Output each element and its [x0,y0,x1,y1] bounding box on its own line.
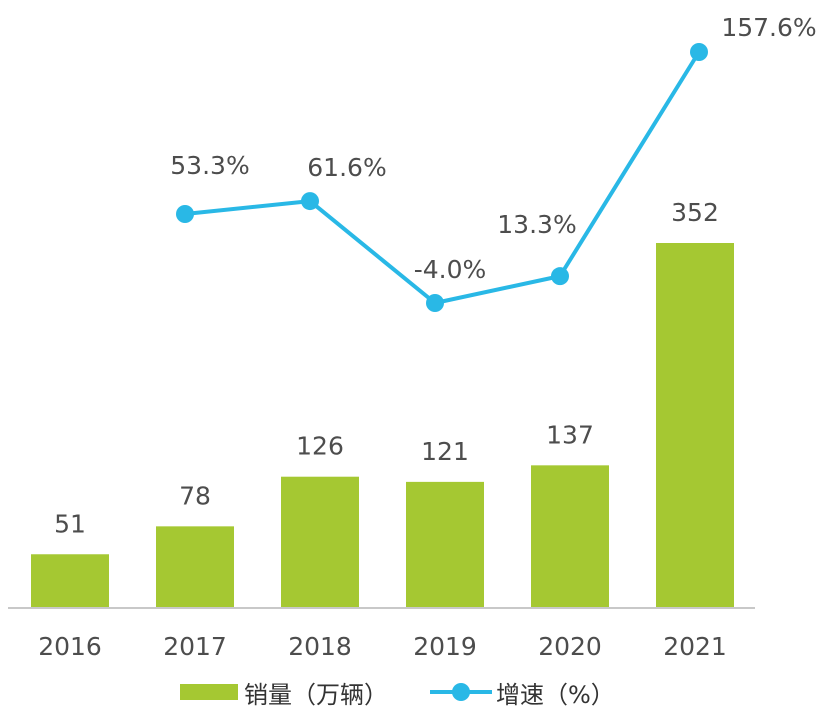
bar-label-2020: 137 [546,420,594,449]
bar-label-2021: 352 [671,198,719,227]
growth-line-layer [176,43,708,312]
growth-point-2019 [426,294,444,312]
legend-item-growth: 增速（%） [430,672,615,712]
x-tick-labels: 2016 2017 2018 2019 2020 2021 [38,632,727,661]
growth-point-2018 [301,192,319,211]
x-tick-2020: 2020 [538,632,602,661]
legend-bar-swatch [180,684,238,700]
growth-label-2019: -4.0% [414,255,487,284]
bar-2019 [406,481,484,607]
growth-point-2017 [176,205,194,224]
bars-layer [31,243,734,607]
bar-label-2017: 78 [179,481,211,510]
growth-label-2020: 13.3% [497,210,576,239]
growth-point-2020 [551,267,569,286]
x-tick-2021: 2021 [663,632,727,661]
growth-label-2017: 53.3% [170,151,249,180]
bar-2020 [531,465,609,607]
growth-label-2018: 61.6% [307,153,386,182]
bar-2018 [281,476,359,607]
x-tick-2019: 2019 [413,632,477,661]
x-tick-2018: 2018 [288,632,352,661]
growth-label-2021: 157.6% [721,13,816,42]
legend-line-swatch [430,680,492,704]
legend-label-sales: 销量（万辆） [244,680,388,709]
legend-item-sales: 销量（万辆） [180,672,388,712]
x-tick-2016: 2016 [38,632,102,661]
bar-2021 [656,243,734,607]
bar-2017 [156,526,234,607]
legend-line-marker [452,683,470,701]
bar-label-2019: 121 [421,437,469,466]
bar-data-labels: 51 78 126 121 137 352 [54,198,719,538]
x-tick-2017: 2017 [163,632,227,661]
legend: 销量（万辆） 增速（%） [0,672,827,712]
growth-data-labels: 53.3% 61.6% -4.0% 13.3% 157.6% [170,13,816,284]
legend-label-growth: 增速（%） [496,680,615,709]
growth-point-2021 [690,43,708,61]
bar-label-2016: 51 [54,509,86,538]
bar-label-2018: 126 [296,432,344,461]
bar-2016 [31,554,109,607]
